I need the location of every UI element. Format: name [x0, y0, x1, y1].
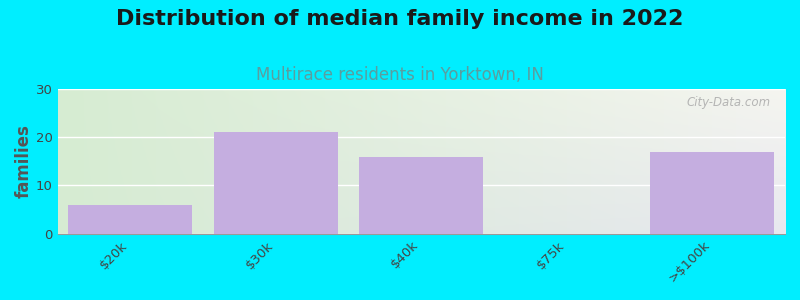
Bar	[650, 152, 774, 234]
Text: Multirace residents in Yorktown, IN: Multirace residents in Yorktown, IN	[256, 66, 544, 84]
Y-axis label: families: families	[15, 124, 33, 198]
Text: City-Data.com: City-Data.com	[686, 96, 770, 109]
Bar	[214, 132, 338, 234]
Text: Distribution of median family income in 2022: Distribution of median family income in …	[116, 9, 684, 29]
Bar	[69, 205, 192, 234]
Bar	[359, 157, 483, 234]
